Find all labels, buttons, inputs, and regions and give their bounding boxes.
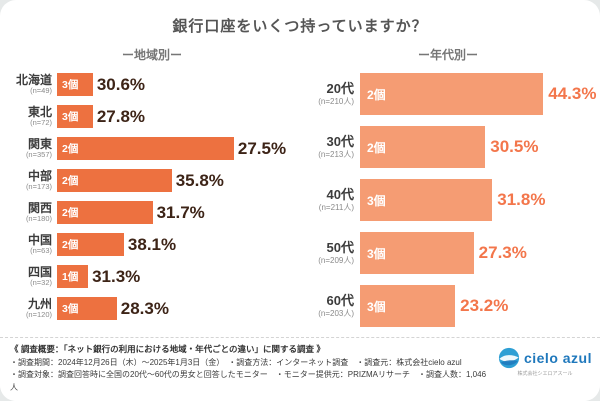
table-row: 30代 (n=213人) 2個 30.5% <box>304 126 592 168</box>
sample-size-label: (n=211人) <box>318 203 354 212</box>
category-label: 20代 <box>326 81 354 97</box>
mode-label: 3個 <box>62 79 79 91</box>
percentage-label: 27.5% <box>237 138 287 158</box>
percentage-label: 31.7% <box>156 202 205 222</box>
bar: 3個 <box>360 179 493 221</box>
survey-footer: 《 調査概要：「ネット銀行の利用における地域・年代ごとの違い」に関する調査 》 … <box>0 337 600 401</box>
sample-size-label: (n=209人) <box>318 256 354 265</box>
percentage-label: 38.1% <box>127 234 177 254</box>
table-row: 関西 (n=180) 2個 31.7% <box>8 201 296 224</box>
percentage-label: 35.8% <box>175 170 224 190</box>
table-row: 北海道 (n=49) 3個 30.6% <box>8 73 296 96</box>
table-row: 40代 (n=211人) 3個 31.8% <box>304 179 592 221</box>
bar: 3個 <box>57 73 93 96</box>
sample-size-label: (n=173) <box>25 181 52 191</box>
mode-label: 2個 <box>367 140 386 155</box>
table-row: 50代 (n=209人) 3個 27.3% <box>304 232 592 274</box>
mode-label: 3個 <box>62 111 79 123</box>
percentage-label: 30.6% <box>96 74 146 94</box>
table-row: 20代 (n=210人) 2個 44.3% <box>304 73 596 115</box>
table-row: 東北 (n=72) 3個 27.8% <box>8 105 296 128</box>
percentage-label: 27.8% <box>96 106 146 126</box>
percentage-label: 31.3% <box>92 266 141 286</box>
category-label: 中国 <box>27 232 52 247</box>
percentage-label: 27.3% <box>478 243 527 262</box>
sample-size-label: (n=72) <box>30 117 52 127</box>
category-label: 中部 <box>27 168 52 183</box>
region-chart-title: ー地域別ー <box>121 48 182 62</box>
category-label: 60代 <box>326 293 354 309</box>
percentage-label: 31.8% <box>497 190 546 209</box>
bar: 2個 <box>57 201 153 224</box>
survey-detail-line: ・調査対象：調査回答時に全国の20代〜60代の男女と回答したモニター ・モニター… <box>10 370 487 393</box>
page-title: 銀行口座をいくつ持っていますか？ <box>172 18 428 35</box>
logo-subtext: 株式会社シエロアスール <box>517 371 573 378</box>
bar: 2個 <box>57 137 234 160</box>
category-label: 40代 <box>326 187 354 203</box>
globe-swoosh-icon <box>498 347 520 369</box>
percentage-label: 30.5% <box>490 137 539 156</box>
mode-label: 1個 <box>62 271 79 283</box>
category-label: 50代 <box>326 240 354 256</box>
table-row: 四国 (n=32) 1個 31.3% <box>8 265 296 288</box>
table-row: 中国 (n=63) 2個 38.1% <box>8 233 296 256</box>
category-label: 関東 <box>27 136 52 151</box>
category-label: 北海道 <box>15 72 52 87</box>
sample-size-label: (n=203人) <box>318 309 354 318</box>
percentage-label: 28.3% <box>120 298 169 318</box>
sample-size-label: (n=180) <box>25 213 52 223</box>
table-row: 九州 (n=120) 3個 28.3% <box>8 297 296 320</box>
mode-label: 2個 <box>62 175 79 187</box>
table-row: 関東 (n=357) 2個 27.5% <box>8 137 296 160</box>
percentage-label: 23.2% <box>460 296 509 315</box>
sample-size-label: (n=213人) <box>318 150 354 159</box>
bar: 3個 <box>57 105 93 128</box>
logo-text: cielo azul <box>523 350 592 367</box>
category-label: 四国 <box>27 264 52 279</box>
bar: 2個 <box>360 73 544 115</box>
category-label: 九州 <box>27 296 52 311</box>
sample-size-label: (n=63) <box>30 245 52 255</box>
bar: 2個 <box>57 233 124 256</box>
mode-label: 3個 <box>367 193 386 208</box>
survey-overview: 《 調査概要：「ネット銀行の利用における地域・年代ごとの違い」に関する調査 》 <box>10 344 325 355</box>
mode-label: 2個 <box>62 143 79 155</box>
bar: 2個 <box>360 126 486 168</box>
percentage-label: 44.3% <box>548 84 597 103</box>
mode-label: 3個 <box>367 299 386 314</box>
category-label: 関西 <box>27 200 52 215</box>
sample-size-label: (n=210人) <box>318 97 354 106</box>
mode-label: 3個 <box>62 303 79 315</box>
table-row: 60代 (n=203人) 3個 23.2% <box>304 285 592 327</box>
age-chart: ー年代別ー 20代 (n=210人) 2個 44.3% 30代 (n=213人) <box>300 40 600 338</box>
mode-label: 2個 <box>62 207 79 219</box>
sample-size-label: (n=49) <box>30 85 52 95</box>
age-chart-title: ー年代別ー <box>417 48 478 62</box>
mode-label: 2個 <box>367 87 386 102</box>
bar: 1個 <box>57 265 89 288</box>
region-chart: ー地域別ー 北海道 (n=49) 3個 30.6% 東北 (n=72) <box>0 40 300 338</box>
bar: 2個 <box>57 169 172 192</box>
mode-label: 3個 <box>367 246 386 261</box>
cielo-azul-logo: cielo azul 株式会社シエロアスール <box>498 343 592 377</box>
charts-area: ー地域別ー 北海道 (n=49) 3個 30.6% 東北 (n=72) <box>0 40 600 338</box>
category-label: 東北 <box>27 104 52 119</box>
bar: 3個 <box>57 297 117 320</box>
survey-detail-line: ・調査期間：2024年12月26日（木）〜2025年1月3日（金） ・調査方法：… <box>10 357 462 367</box>
table-row: 中部 (n=173) 2個 35.8% <box>8 169 296 192</box>
sample-size-label: (n=120) <box>25 309 52 319</box>
mode-label: 2個 <box>62 239 79 251</box>
bar: 3個 <box>360 232 474 274</box>
sample-size-label: (n=357) <box>25 149 52 159</box>
bar: 3個 <box>360 285 456 327</box>
category-label: 30代 <box>326 134 354 150</box>
sample-size-label: (n=32) <box>30 277 52 287</box>
